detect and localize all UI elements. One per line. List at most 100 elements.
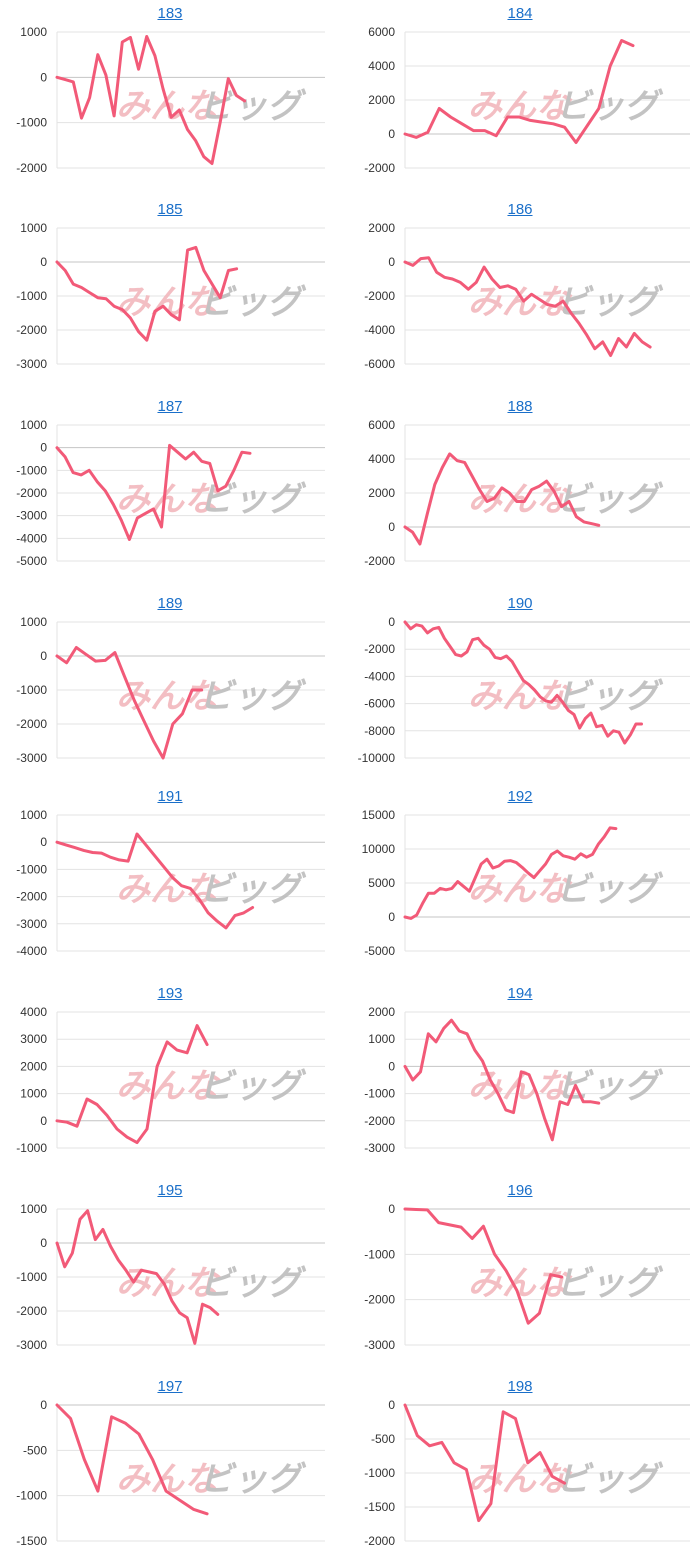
watermark-right: ビッグ [199,1264,307,1304]
y-tick-label: 0 [40,1398,47,1412]
chart-title-link[interactable]: 190 [507,595,533,612]
chart-title-link[interactable]: 191 [157,788,183,805]
series-line [403,39,635,144]
chart-title-link[interactable]: 186 [507,201,533,218]
y-tick-label: -3000 [16,1338,47,1352]
watermark-right: ビッグ [556,480,664,520]
chart-title-link[interactable]: 187 [157,398,183,415]
watermark-right: ビッグ [556,677,664,717]
chart-panel-190: 190 0 -2000 -4000 -6000 -8000 -10000 みんな ビッグ [350,590,690,780]
y-tick-label: -3000 [364,1338,395,1352]
watermark-right: ビッグ [199,677,307,717]
y-tick-label: -3000 [364,1141,395,1155]
y-tick-label: -2000 [364,1114,395,1128]
y-tick-label: -2000 [16,161,47,175]
series-line [55,35,247,165]
chart-title-link[interactable]: 197 [157,1378,183,1395]
y-tick-label: 1000 [20,221,47,235]
y-tick-label: -2000 [16,890,47,904]
chart-title-link[interactable]: 184 [507,5,533,22]
chart-title-link[interactable]: 193 [157,985,183,1002]
y-tick-label: -2000 [364,1534,395,1548]
watermark-right: ビッグ [556,1264,664,1304]
series-line [55,832,255,930]
watermark-left: みんな [116,283,221,323]
series-line [403,452,601,546]
chart-panel-189: 189 1000 0 -1000 -2000 -3000 みんな ビッグ [0,590,340,780]
watermark-right: ビッグ [556,1067,664,1107]
y-tick-label: 0 [40,70,47,84]
chart-panel-185: 185 1000 0 -1000 -2000 -3000 みんな ビッグ [0,196,340,386]
y-tick-label: -1000 [16,1270,47,1284]
y-tick-label: 0 [40,441,47,455]
chart-title-link[interactable]: 183 [157,5,183,22]
chart-panel-191: 191 1000 0 -1000 -2000 -3000 -4000 みんな ビッグ [0,783,340,973]
y-tick-label: 0 [388,1398,395,1412]
y-tick-label: -3000 [16,509,47,523]
y-tick-label: 2000 [368,93,395,107]
y-tick-label: -4000 [16,531,47,545]
series-line [403,1018,601,1142]
y-tick-label: -1500 [364,1500,395,1514]
y-tick-label: 1000 [20,615,47,629]
chart-panel-195: 195 1000 0 -1000 -2000 -3000 みんな ビッグ [0,1177,340,1367]
watermark-right: ビッグ [199,1460,307,1500]
y-tick-label: -6000 [364,357,395,371]
series-line [55,1024,209,1145]
chart-panel-183: 183 1000 0 -1000 -2000 みんな ビッグ [0,0,340,190]
y-tick-label: 3000 [20,1032,47,1046]
chart-title-link[interactable]: 195 [157,1182,183,1199]
y-tick-label: -2000 [16,717,47,731]
y-tick-label: 1000 [20,1087,47,1101]
watermark-right: ビッグ [199,87,307,127]
y-tick-label: -1000 [16,862,47,876]
chart-panel-196: 196 0 -1000 -2000 -3000 みんな ビッグ [350,1177,690,1367]
series-line [403,826,618,920]
y-tick-label: 10000 [362,842,396,856]
chart-title-link[interactable]: 196 [507,1182,533,1199]
watermark-right: ビッグ [199,283,307,323]
y-tick-label: 0 [388,910,395,924]
chart-title-link[interactable]: 192 [507,788,533,805]
y-tick-label: 2000 [368,221,395,235]
y-tick-label: 2000 [20,1059,47,1073]
y-tick-label: -2000 [16,486,47,500]
y-tick-label: -10000 [358,751,396,765]
y-tick-label: 2000 [368,486,395,500]
y-tick-label: -1500 [16,1534,47,1548]
chart-title-link[interactable]: 198 [507,1378,533,1395]
chart-title-link[interactable]: 188 [507,398,533,415]
y-tick-label: 0 [388,615,395,629]
chart-title-link[interactable]: 189 [157,595,183,612]
y-tick-label: 2000 [368,1005,395,1019]
y-tick-label: 0 [388,1202,395,1216]
chart-panel-197: 197 0 -500 -1000 -1500 みんな ビッグ [0,1373,340,1563]
y-tick-label: 15000 [362,808,396,822]
y-tick-label: -500 [23,1443,47,1457]
watermark-left: みんな [116,480,221,520]
chart-panel-186: 186 2000 0 -2000 -4000 -6000 みんな ビッグ [350,196,690,386]
chart-title-link[interactable]: 185 [157,201,183,218]
chart-panel-184: 184 6000 4000 2000 0 -2000 みんな ビッグ [350,0,690,190]
y-tick-label: -1000 [364,1247,395,1261]
y-tick-label: -4000 [364,323,395,337]
series-line [55,1209,220,1345]
y-tick-label: 0 [388,255,395,269]
y-tick-label: 1000 [20,25,47,39]
chart-title-link[interactable]: 194 [507,985,533,1002]
